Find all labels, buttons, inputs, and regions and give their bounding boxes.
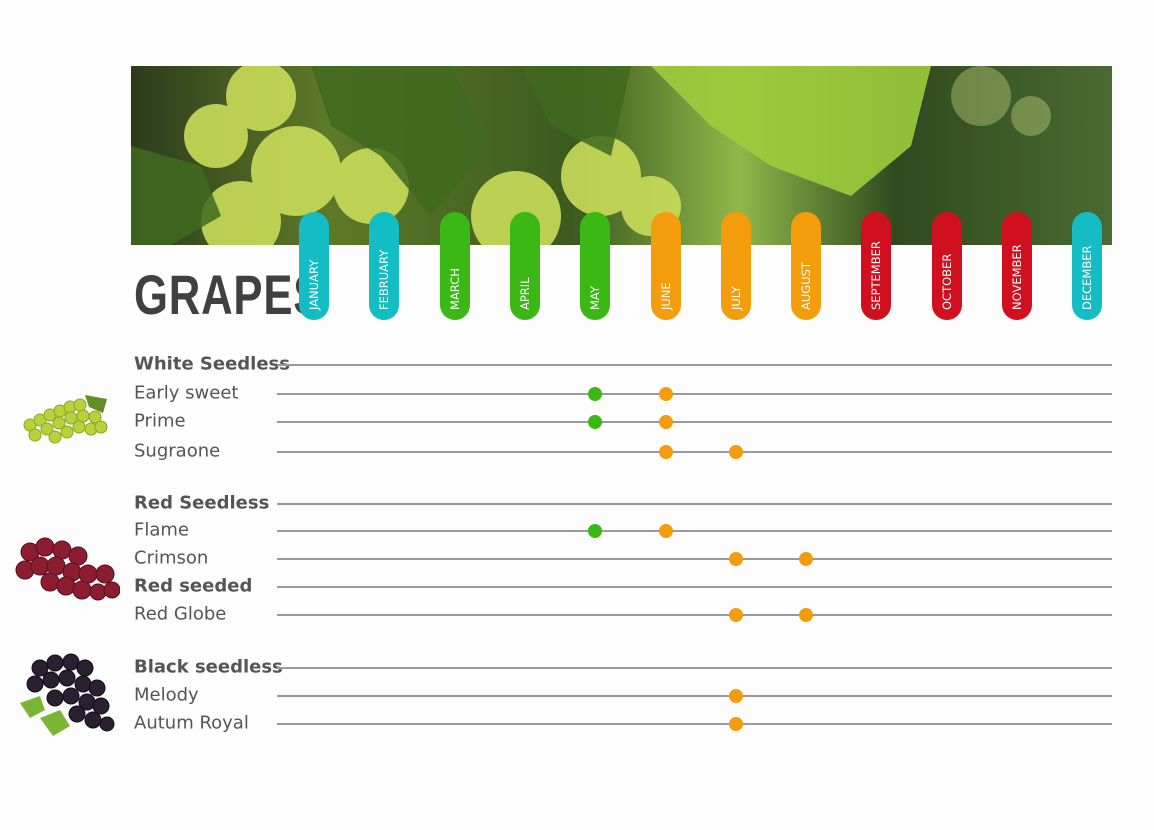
row-gridline [277,586,1112,588]
row-gridline [277,364,1112,366]
month-label: FEBRUARY [377,249,392,310]
banner-image [131,66,1112,245]
month-label: APRIL [517,277,532,310]
month-label: MAY [588,286,603,310]
season-dot-july [728,608,743,622]
variety-label: Crimson [134,547,209,569]
green-grapes-image [23,395,108,444]
season-dot-july [728,717,743,731]
season-dot-june [658,445,673,459]
month-pill-march: MARCH [439,212,470,320]
month-pill-june: JUNE [650,212,681,320]
variety-label: Prime [134,410,186,432]
month-pill-january: JANUARY [299,212,329,320]
group-label: Red Seedless [134,492,270,514]
black-grapes-image [20,653,115,736]
season-dot-june [658,415,673,429]
row-gridline [277,723,1112,725]
month-label: OCTOBER [939,253,954,310]
variety-label: Autum Royal [134,712,249,734]
season-dot-july [728,445,743,459]
row-gridline [277,695,1112,697]
month-label: NOVEMBER [1010,244,1024,310]
row-gridline [277,530,1112,532]
variety-label: Melody [134,684,199,706]
variety-label: Early sweet [134,382,239,404]
group-label: Red seeded [134,575,253,597]
red-grapes-image [15,537,120,601]
season-dot-august [799,608,814,622]
grape-vine-illustration [131,66,1051,245]
row-gridline [277,667,1112,669]
month-pill-november: NOVEMBER [1002,212,1032,320]
month-label: JULY [728,286,743,310]
group-label: White Seedless [134,353,290,375]
month-label: SEPTEMBER [869,241,884,310]
row-gridline [277,451,1112,453]
row-gridline [277,503,1112,505]
month-label: DECEMBER [1080,245,1095,311]
variety-label: Red Globe [134,603,227,625]
month-pill-february: FEBRUARY [369,212,400,320]
row-gridline [277,558,1112,560]
row-gridline [277,421,1112,423]
month-pill-july: JULY [720,212,751,320]
season-dot-june [658,387,673,401]
season-dot-may [588,524,603,538]
season-dot-july [728,689,743,703]
row-gridline [277,393,1112,395]
month-pill-december: DECEMBER [1072,212,1103,320]
season-dot-july [728,552,743,566]
month-pill-may: MAY [580,212,611,320]
month-pill-april: APRIL [509,212,540,320]
variety-label: Flame [134,519,189,541]
month-label: JUNE [658,282,673,310]
month-label: JANUARY [307,259,321,310]
month-pill-october: OCTOBER [931,212,962,320]
month-label: AUGUST [799,262,814,310]
season-dot-may [588,387,603,401]
season-dot-august [799,552,814,566]
row-gridline [277,614,1112,616]
season-dot-june [658,524,673,538]
month-pill-september: SEPTEMBER [861,212,892,320]
page-title: GRAPES [134,263,324,326]
month-label: MARCH [447,268,462,310]
month-pill-august: AUGUST [791,212,822,320]
variety-label: Sugraone [134,440,221,462]
season-dot-may [588,415,603,429]
group-label: Black seedless [134,656,283,678]
